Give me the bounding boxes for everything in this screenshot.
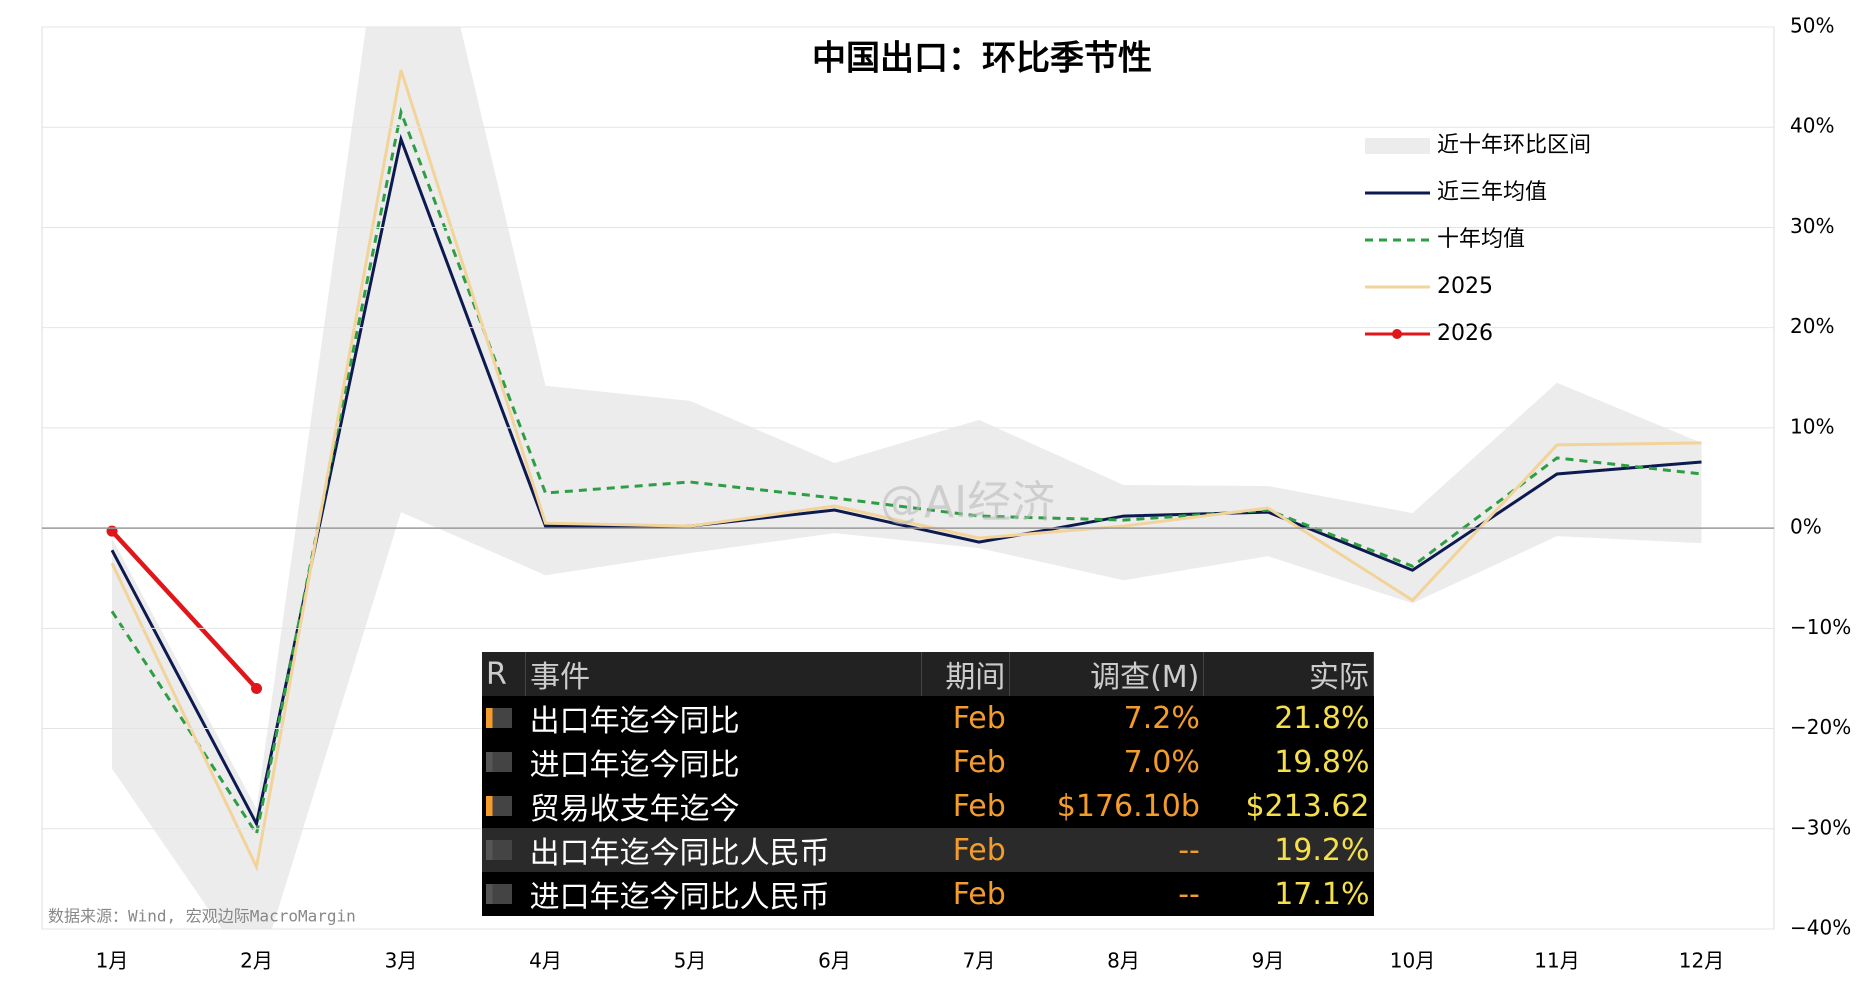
source-note: 数据来源：Wind, 宏观边际MacroMargin [48,907,356,926]
table-cell: R [482,652,527,696]
series-line [110,69,1702,872]
table-cell: 7.2% [1123,700,1200,736]
y-tick-label: 20% [1790,314,1834,338]
x-tick-label: 12月 [1679,949,1724,973]
x-tick-label: 6月 [818,949,851,973]
signal-icon [482,740,526,784]
x-tick-label: 7月 [963,949,996,973]
x-tick-label: 11月 [1534,949,1579,973]
table-cell: $213.62 [1245,788,1370,824]
table-cell: 进口年迄今同比 [529,748,740,783]
table-cell: Feb [921,828,1010,872]
signal-icon [482,784,526,828]
table-cell: 19.2% [1203,828,1374,872]
y-tick-label: 40% [1790,114,1834,138]
table-cell: 进口年迄今同比人民币 [529,880,830,915]
table-cell: -- [1009,828,1204,872]
table-cell: 19.8% [1274,744,1370,780]
signal-icon [482,696,526,740]
y-tick-label: −20% [1790,715,1851,739]
y-tick-label: 10% [1790,414,1834,438]
legend-label: 2026 [1437,321,1493,346]
legend-label: 近三年均值 [1437,180,1547,205]
chart-title: 中国出口：环比季节性 [812,39,1152,79]
table-row: 出口年迄今同比人民币 Feb -- 19.2% [482,828,1374,872]
table-row: 进口年迄今同比 Feb 7.0% 19.8% [482,740,1374,784]
table-cell: 贸易收支年迄今 [529,792,740,827]
y-tick-label: 0% [1790,515,1822,539]
y-tick-label: −30% [1790,815,1851,839]
table-cell: 期间 [921,652,1011,696]
table-cell: $176.10b [1056,788,1200,824]
point [251,682,262,694]
table-cell: 7.0% [1123,744,1200,780]
legend-label: 2025 [1437,274,1493,299]
data-table: R 事件 期间 调查(M) 实际出口年迄今同比 Feb 7.2% 21.8% 进口年迄今同比 Fe… [482,652,1374,916]
x-tick-label: 2月 [240,949,273,973]
table-cell: Feb [952,876,1006,912]
x-tick-label: 5月 [674,949,707,973]
signal-icon [482,872,526,916]
table-cell: 事件 [525,652,922,696]
y-tick-label: −40% [1790,916,1851,940]
range-band [112,27,1702,929]
series-line [110,529,259,690]
watermark: @AI经济 [880,477,1055,528]
series-line [110,106,1702,838]
table-cell: 实际 [1203,652,1374,696]
table-row: 进口年迄今同比人民币 Feb -- 17.1% [482,872,1374,916]
y-tick-label: 50% [1790,14,1834,38]
table-cell: 17.1% [1274,876,1370,912]
x-tick-label: 9月 [1252,949,1285,973]
table-cell: 21.8% [1274,700,1370,736]
legend-marker [1392,329,1402,339]
table-row: 贸易收支年迄今 Feb $176.10b $213.62 [482,784,1374,828]
table-row: 出口年迄今同比 Feb 7.2% 21.8% [482,696,1374,740]
table-header: R 事件 期间 调查(M) 实际 [482,652,1374,696]
y-tick-label: −10% [1790,615,1851,639]
table-cell: -- [1178,876,1200,912]
table-cell: 调查(M) [1009,652,1205,696]
legend-swatch [1365,138,1430,154]
x-tick-label: 4月 [529,949,562,973]
table-cell: Feb [952,744,1006,780]
table-cell: 出口年迄今同比 [529,704,740,739]
x-tick-label: 1月 [96,949,129,973]
x-tick-label: 10月 [1390,949,1435,973]
x-tick-label: 3月 [385,949,418,973]
signal-icon [482,828,526,872]
series-line [110,133,1702,829]
table-cell: Feb [952,700,1006,736]
table-cell: Feb [952,788,1006,824]
legend-label: 十年均值 [1437,227,1525,252]
x-tick-label: 8月 [1107,949,1140,973]
y-tick-label: 30% [1790,214,1834,238]
table-cell: 出口年迄今同比人民币 [525,828,922,872]
legend-label: 近十年环比区间 [1437,133,1591,158]
point [106,525,118,537]
